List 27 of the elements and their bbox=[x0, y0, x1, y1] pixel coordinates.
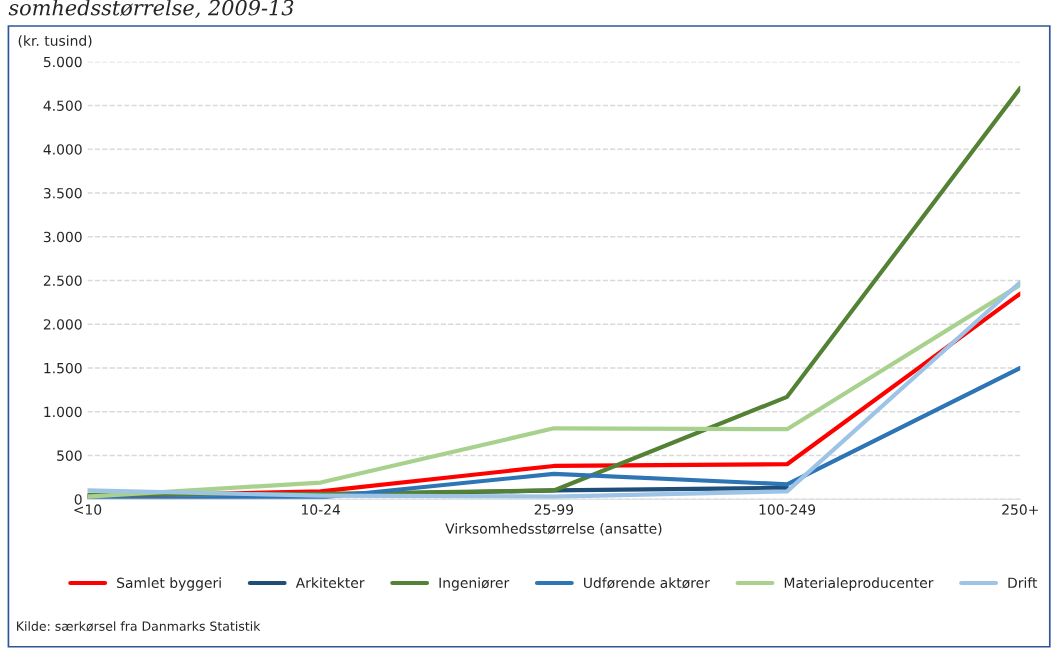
y-tick-label: 4.500 bbox=[43, 100, 82, 111]
y-tick-label: 500 bbox=[57, 450, 82, 461]
y-tick-label: 4.000 bbox=[43, 144, 82, 155]
x-axis-title: Virksomhedsstørrelse (ansatte) bbox=[445, 523, 662, 536]
y-tick-label: 2.500 bbox=[43, 275, 82, 286]
legend-label: Materialeproducenter bbox=[784, 577, 934, 591]
legend-label: Arkitekter bbox=[295, 577, 365, 589]
y-tick-label: 2.000 bbox=[43, 319, 82, 330]
y-tick-label: 1.500 bbox=[44, 362, 82, 374]
text: Kilde: særkørsel fra Danmarks Statistik bbox=[17, 621, 261, 632]
legend-label: Udførende aktører bbox=[584, 577, 710, 589]
y-axis-title: (kr. tusind) bbox=[18, 35, 92, 48]
x-tick-label: 100-249 bbox=[759, 504, 816, 515]
y-tick-label: 3.000 bbox=[43, 231, 82, 243]
line-series bbox=[87, 365, 1021, 500]
x-tick-label: 25-99 bbox=[534, 504, 574, 515]
y-tick-label: 3.500 bbox=[43, 187, 82, 199]
y-tick-label: 1.000 bbox=[44, 406, 82, 418]
legend-label: Samlet byggeri bbox=[117, 577, 221, 591]
legend-label: Drift bbox=[1008, 577, 1038, 588]
x-tick-label: 10-24 bbox=[302, 504, 341, 515]
y-tick-label: 5.000 bbox=[43, 56, 82, 68]
legend-label: Ingeniører bbox=[439, 577, 510, 591]
y-tick-label: 0 bbox=[74, 494, 82, 505]
x-tick-label: <10 bbox=[74, 504, 102, 515]
chart-title: somhedsstørrelse, 2009-13 bbox=[8, 0, 294, 19]
x-tick-label: 250+ bbox=[1002, 504, 1038, 515]
